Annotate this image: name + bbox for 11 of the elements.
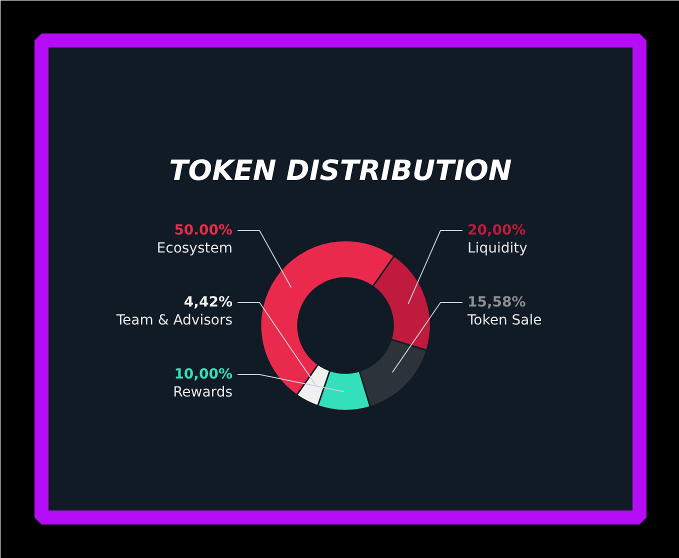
data-label: 20,00% — [468, 222, 526, 238]
data-label: 50.00% — [174, 222, 232, 238]
data-label: 4,42% — [184, 294, 233, 310]
slice-label: Team & Advisors — [115, 312, 233, 328]
slice-label: Liquidity — [468, 240, 528, 256]
data-label: 10,00% — [174, 366, 232, 382]
slice-label: Ecosystem — [156, 240, 233, 256]
data-label: 15,58% — [468, 294, 526, 310]
slice-label: Token Sale — [466, 312, 542, 328]
chart-title: TOKEN DISTRIBUTION — [169, 154, 512, 187]
slice-label: Rewards — [173, 384, 233, 400]
